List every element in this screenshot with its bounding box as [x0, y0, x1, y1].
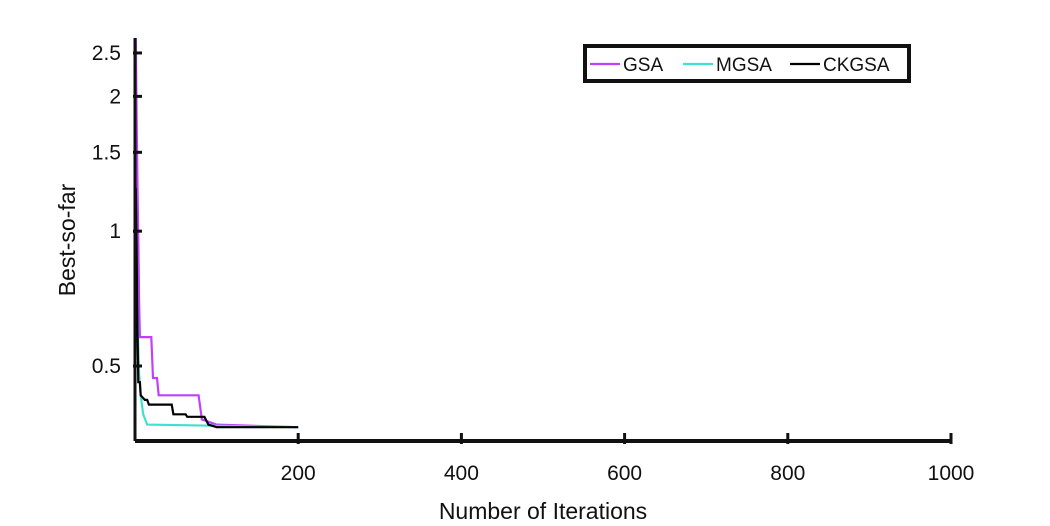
- plot-lines: [134, 37, 299, 429]
- legend: GSA MGSA CKGSA: [583, 44, 911, 83]
- y-axis-title: Best-so-far: [54, 183, 80, 296]
- legend-label-ckgsa: CKGSA: [823, 55, 890, 76]
- x-tick-label: 200: [281, 462, 316, 485]
- y-tick-label: 2.5: [92, 42, 121, 65]
- legend-label-mgsa: MGSA: [716, 55, 772, 76]
- x-tick-label: 400: [444, 462, 479, 485]
- x-tick-label: 800: [770, 462, 805, 485]
- x-tick-label: 1000: [928, 462, 975, 485]
- series-line-gsa: [134, 37, 299, 429]
- x-tick-label: 600: [607, 462, 642, 485]
- series-line-mgsa: [134, 203, 299, 429]
- axis-ticks: 200 400 600 800 1000 0.5 1 1.5 2 2.5: [92, 42, 975, 485]
- y-tick-label: 1.5: [92, 141, 121, 164]
- y-tick-label: 1: [109, 220, 121, 243]
- legend-box: [583, 44, 911, 83]
- x-axis-title: Number of Iterations: [439, 498, 647, 524]
- y-tick-label: 2: [109, 85, 121, 108]
- legend-label-gsa: GSA: [623, 55, 663, 76]
- series-line-ckgsa: [134, 187, 299, 429]
- y-tick-label: 0.5: [92, 355, 121, 378]
